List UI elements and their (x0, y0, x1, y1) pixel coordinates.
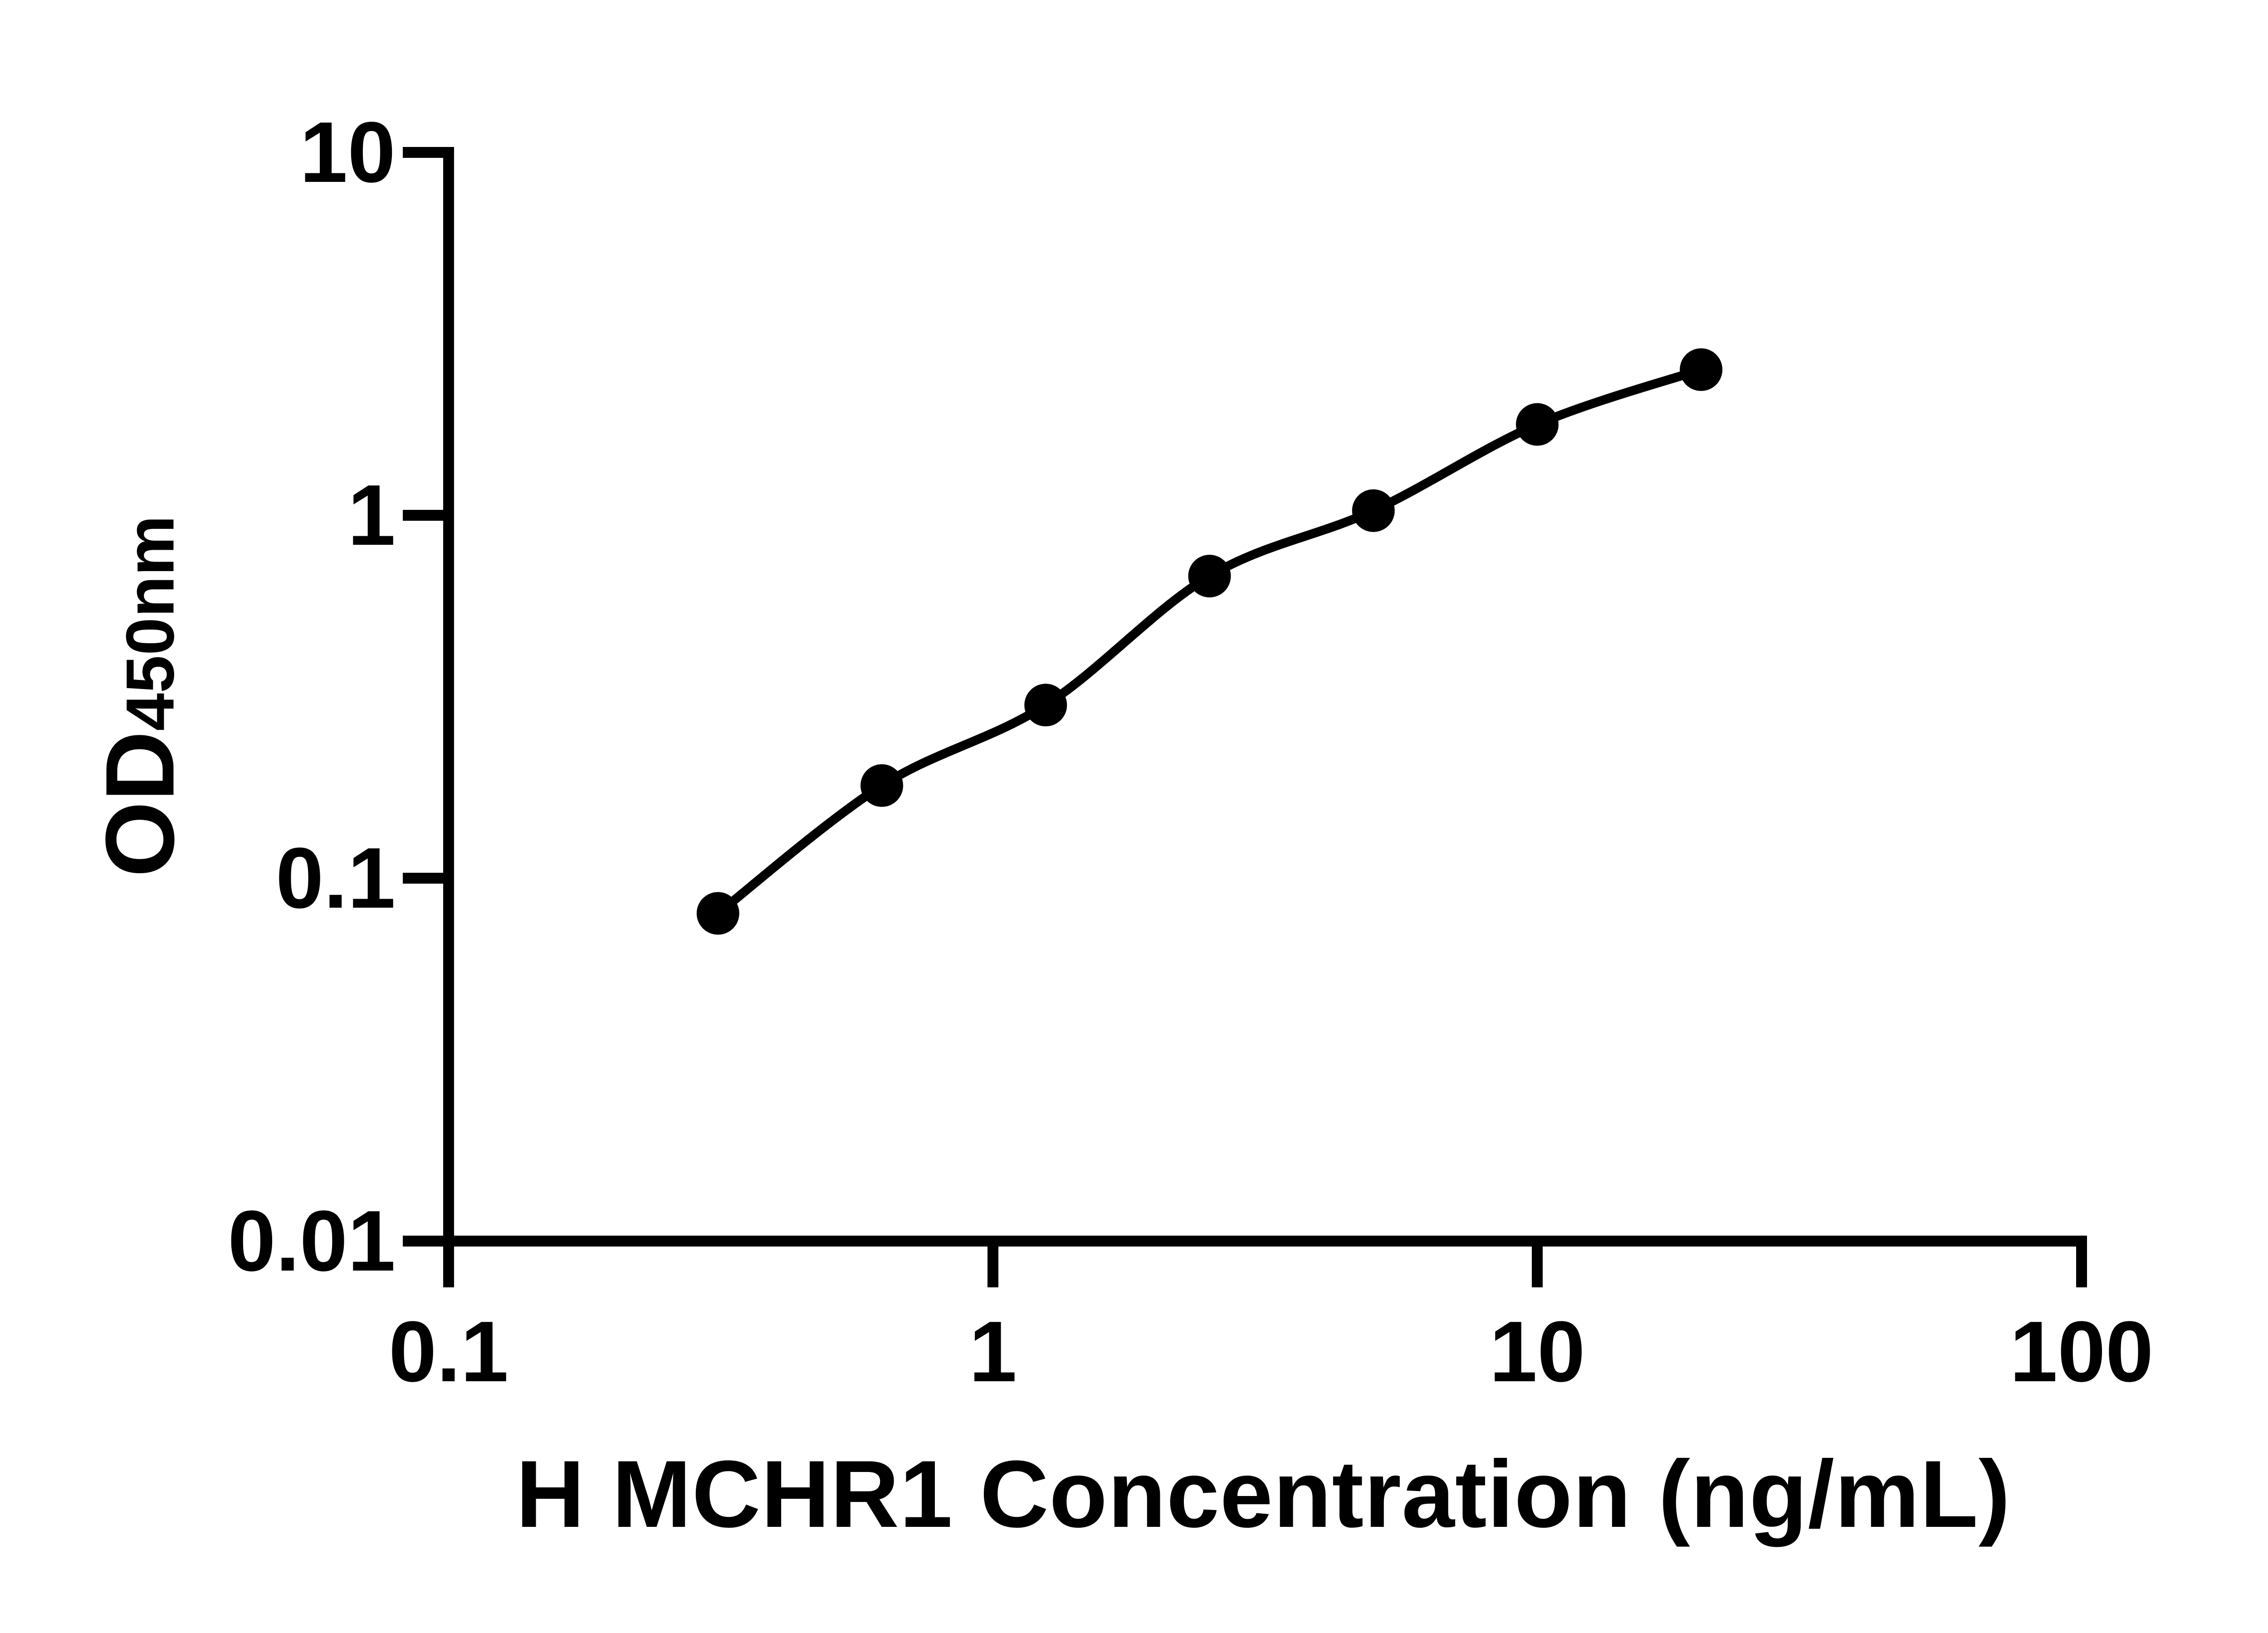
data-point-marker (696, 892, 739, 935)
data-point-marker (1516, 403, 1559, 446)
y-tick-label: 0.1 (275, 830, 396, 926)
data-point-marker (1188, 554, 1231, 597)
y-axis-title: OD450nm (85, 515, 195, 877)
standard-curve-line (713, 365, 1706, 918)
x-tick-label: 0.1 (388, 1304, 509, 1400)
x-tick-label: 100 (2009, 1304, 2154, 1400)
data-point-marker (860, 764, 904, 807)
y-tick-label: 0.01 (228, 1193, 396, 1289)
y-axis-title-main: OD (85, 731, 195, 877)
x-tick-label: 10 (1489, 1304, 1585, 1400)
x-axis-title: H MCHR1 Concentration (ng/mL) (516, 1441, 2011, 1547)
x-tick-label: 1 (969, 1304, 1017, 1400)
axes (403, 147, 2087, 1287)
y-tick-label: 10 (299, 104, 396, 200)
data-point-marker (1024, 684, 1067, 727)
y-tick-label: 1 (347, 467, 396, 563)
y-axis-title-subscript: 450nm (112, 515, 188, 731)
data-point-marker (1352, 489, 1395, 532)
data-point-markers (696, 348, 1723, 935)
data-point-marker (1680, 348, 1723, 391)
